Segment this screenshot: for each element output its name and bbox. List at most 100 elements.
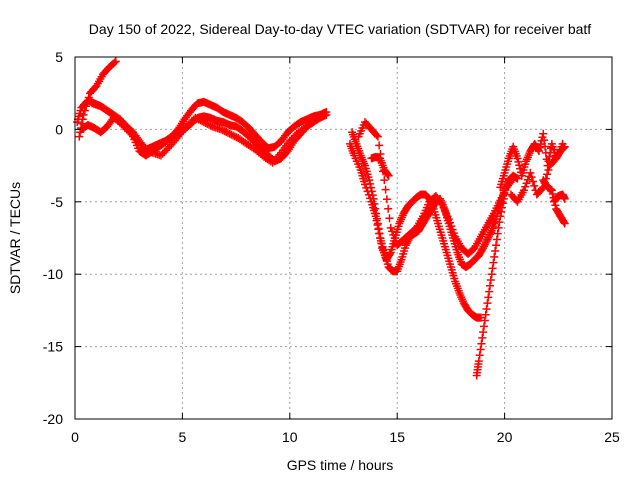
data-point: [401, 241, 410, 250]
data-point: [492, 235, 501, 244]
axis-ticks: 0 5 10 15 20 25 5 0 -5 -10 -15 -20: [43, 49, 620, 445]
data-point: [559, 218, 568, 227]
data-points: [73, 57, 569, 380]
data-point: [124, 127, 133, 136]
data-point: [120, 123, 129, 132]
data-point: [322, 110, 331, 119]
data-point: [390, 234, 399, 243]
x-tick-label: 20: [497, 429, 513, 445]
data-point: [129, 132, 138, 141]
data-point: [375, 229, 384, 238]
data-point: [479, 242, 488, 251]
data-point: [368, 191, 377, 200]
data-point: [486, 275, 495, 284]
data-point: [476, 345, 485, 354]
data-point: [437, 198, 446, 207]
data-point: [377, 239, 386, 248]
data-point: [191, 113, 200, 122]
data-point: [230, 132, 239, 141]
data-point: [111, 57, 120, 66]
data-point: [367, 187, 376, 196]
data-point: [198, 117, 207, 126]
x-axis-label: GPS time / hours: [287, 457, 394, 473]
data-point: [485, 281, 494, 290]
data-point: [550, 155, 559, 164]
data-point: [487, 270, 496, 279]
data-point: [110, 113, 119, 122]
data-point: [136, 139, 145, 148]
data-point: [366, 179, 375, 188]
data-point: [444, 215, 453, 224]
data-point: [535, 143, 544, 152]
data-point: [158, 149, 167, 158]
data-point: [289, 133, 298, 142]
data-point: [496, 212, 505, 221]
data-point: [485, 231, 494, 240]
data-point: [110, 58, 119, 67]
y-tick-label: -20: [43, 411, 63, 427]
data-point: [217, 125, 226, 134]
data-point: [474, 357, 483, 366]
data-point: [558, 139, 567, 148]
data-point: [384, 204, 393, 213]
data-point: [446, 218, 455, 227]
data-point: [477, 339, 486, 348]
data-point: [194, 115, 203, 124]
data-point: [491, 247, 500, 256]
data-point: [125, 128, 134, 137]
data-point: [115, 118, 124, 127]
data-point: [285, 136, 294, 145]
data-point: [488, 264, 497, 273]
data-point: [290, 131, 299, 140]
data-point: [497, 207, 506, 216]
data-point: [266, 157, 275, 166]
data-point: [201, 119, 210, 128]
data-point: [449, 229, 458, 238]
data-point: [229, 131, 238, 140]
data-point: [388, 227, 397, 236]
data-point: [371, 204, 380, 213]
data-point: [370, 199, 379, 208]
data-point: [374, 224, 383, 233]
series-arc-6: [348, 128, 485, 322]
data-point: [486, 228, 495, 237]
data-point: [507, 176, 516, 185]
data-point: [385, 249, 394, 258]
data-point: [222, 128, 231, 137]
data-point: [536, 140, 545, 149]
data-point: [184, 120, 193, 129]
data-point: [389, 230, 398, 239]
data-point: [373, 219, 382, 228]
data-point: [480, 240, 489, 249]
data-point: [75, 132, 84, 141]
data-point: [547, 186, 556, 195]
data-point: [384, 171, 393, 180]
data-point: [107, 109, 116, 118]
data-point: [225, 129, 234, 138]
series-arc-2: [73, 96, 331, 160]
data-point: [220, 127, 229, 136]
data-point: [373, 132, 382, 141]
x-tick-label: 5: [179, 429, 187, 445]
data-point: [385, 214, 394, 223]
data-point: [483, 235, 492, 244]
data-point: [113, 116, 122, 125]
plot-border: [74, 56, 613, 420]
data-point: [127, 130, 136, 139]
data-point: [475, 351, 484, 360]
data-point: [146, 147, 155, 156]
data-point: [499, 194, 508, 203]
data-point: [516, 164, 525, 173]
data-point: [548, 189, 557, 198]
data-point: [527, 173, 536, 182]
y-tick-label: -5: [51, 194, 64, 210]
data-point: [447, 222, 456, 231]
y-tick-label: -10: [43, 266, 63, 282]
data-point: [534, 147, 543, 156]
x-tick-label: 25: [604, 429, 620, 445]
x-tick-label: 0: [71, 429, 79, 445]
data-point: [196, 116, 205, 125]
data-point: [372, 209, 381, 218]
data-point: [117, 120, 126, 129]
data-point: [537, 184, 546, 193]
